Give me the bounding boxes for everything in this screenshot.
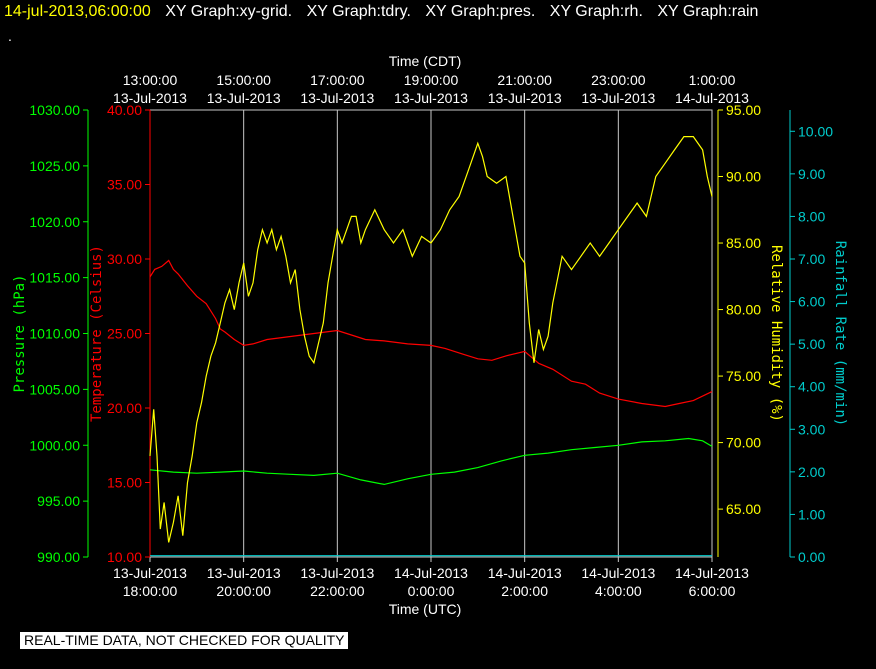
humidity-tick-label-6: 95.00 — [726, 102, 761, 118]
x-tick-label-top-date-0: 13-Jul-2013 — [113, 90, 187, 106]
rain-tick-label-9: 9.00 — [798, 166, 825, 182]
graph-label-pres: XY Graph:pres. — [425, 3, 536, 20]
rain-tick-label-1: 1.00 — [798, 506, 825, 522]
humidity-series-line — [149, 136, 713, 543]
quality-notice: REAL-TIME DATA, NOT CHECKED FOR QUALITY — [20, 632, 349, 649]
x-tick-label-bottom-date-3: 14-Jul-2013 — [394, 565, 468, 581]
rain-tick-label-2: 2.00 — [798, 464, 825, 480]
pressure-tick-label-0: 990.00 — [37, 549, 80, 565]
rain-tick-label-6: 6.00 — [798, 294, 825, 310]
rain-tick-label-7: 7.00 — [798, 251, 825, 267]
rain-tick-label-3: 3.00 — [798, 421, 825, 437]
x-tick-label-bottom-date-1: 13-Jul-2013 — [207, 565, 281, 581]
rain-axis-label: Rainfall Rate (mm/min) — [832, 241, 848, 426]
x-tick-label-top-time-2: 17:00:00 — [310, 72, 365, 88]
humidity-tick-label-1: 70.00 — [726, 435, 761, 451]
pressure-tick-label-5: 1015.00 — [29, 270, 80, 286]
timestamp: 14-jul-2013,06:00:00 — [4, 3, 151, 20]
x-tick-label-bottom-time-4: 2:00:00 — [501, 583, 548, 599]
dot-marker: . — [8, 28, 12, 44]
x-axis-label-top: Time (CDT) — [389, 53, 462, 69]
pressure-tick-label-2: 1000.00 — [29, 437, 80, 453]
x-tick-label-top-time-4: 21:00:00 — [497, 72, 552, 88]
x-tick-label-top-time-3: 19:00:00 — [404, 72, 459, 88]
x-tick-label-bottom-date-5: 14-Jul-2013 — [581, 565, 655, 581]
temperature-tick-label-6: 40.00 — [107, 102, 142, 118]
x-tick-label-bottom-time-0: 18:00:00 — [123, 583, 178, 599]
x-tick-label-top-time-5: 23:00:00 — [591, 72, 646, 88]
temperature-tick-label-5: 35.00 — [107, 177, 142, 193]
temperature-series-line — [149, 259, 713, 408]
x-tick-label-bottom-time-2: 22:00:00 — [310, 583, 365, 599]
humidity-tick-label-2: 75.00 — [726, 368, 761, 384]
pressure-series-line — [149, 437, 713, 486]
graph-label-rh: XY Graph:rh. — [549, 3, 643, 20]
humidity-tick-label-3: 80.00 — [726, 302, 761, 318]
pressure-tick-label-1: 995.00 — [37, 493, 80, 509]
pressure-tick-label-3: 1005.00 — [29, 381, 80, 397]
x-tick-label-bottom-time-6: 6:00:00 — [689, 583, 736, 599]
rain-tick-label-10: 10.00 — [798, 123, 833, 139]
temperature-tick-label-2: 20.00 — [107, 400, 142, 416]
temperature-axis-label: Temperature (Celsius) — [89, 245, 105, 422]
window-title: 14-jul-2013,06:00:00 XY Graph:xy-grid. X… — [4, 3, 758, 21]
x-tick-label-top-date-4: 13-Jul-2013 — [488, 90, 562, 106]
pressure-tick-label-6: 1020.00 — [29, 214, 80, 230]
humidity-tick-label-0: 65.00 — [726, 501, 761, 517]
x-tick-label-top-date-3: 13-Jul-2013 — [394, 90, 468, 106]
x-tick-label-bottom-date-4: 14-Jul-2013 — [488, 565, 562, 581]
rain-tick-label-0: 0.00 — [798, 549, 825, 565]
pressure-tick-label-8: 1030.00 — [29, 102, 80, 118]
rain-tick-label-5: 5.00 — [798, 336, 825, 352]
x-tick-label-top-time-1: 15:00:00 — [216, 72, 271, 88]
x-tick-label-bottom-time-1: 20:00:00 — [216, 583, 271, 599]
humidity-axis-label: Relative Humidity (%) — [768, 245, 784, 422]
graph-label-rain: XY Graph:rain — [657, 3, 759, 20]
x-tick-label-top-date-5: 13-Jul-2013 — [581, 90, 655, 106]
x-tick-label-bottom-date-0: 13-Jul-2013 — [113, 565, 187, 581]
graph-label-tdry: XY Graph:tdry. — [306, 3, 411, 20]
x-tick-label-bottom-date-6: 14-Jul-2013 — [675, 565, 749, 581]
pressure-tick-label-4: 1010.00 — [29, 326, 80, 342]
pressure-axis-label: Pressure (hPa) — [12, 274, 28, 392]
x-tick-label-bottom-date-2: 13-Jul-2013 — [300, 565, 374, 581]
x-axis-label-bottom: Time (UTC) — [389, 601, 462, 617]
x-tick-label-top-date-1: 13-Jul-2013 — [207, 90, 281, 106]
x-tick-label-top-date-6: 14-Jul-2013 — [675, 90, 749, 106]
rain-tick-label-8: 8.00 — [798, 208, 825, 224]
temperature-tick-label-4: 30.00 — [107, 251, 142, 267]
humidity-tick-label-5: 90.00 — [726, 169, 761, 185]
rain-tick-label-4: 4.00 — [798, 379, 825, 395]
temperature-tick-label-3: 25.00 — [107, 326, 142, 342]
x-tick-label-bottom-time-5: 4:00:00 — [595, 583, 642, 599]
graph-label-xy-grid: XY Graph:xy-grid. — [165, 3, 293, 20]
pressure-tick-label-7: 1025.00 — [29, 158, 80, 174]
humidity-tick-label-4: 85.00 — [726, 235, 761, 251]
temperature-tick-label-1: 15.00 — [107, 475, 142, 491]
x-tick-label-bottom-time-3: 0:00:00 — [408, 583, 455, 599]
x-tick-label-top-time-0: 13:00:00 — [123, 72, 178, 88]
x-tick-label-top-date-2: 13-Jul-2013 — [300, 90, 374, 106]
x-tick-label-top-time-6: 1:00:00 — [689, 72, 736, 88]
temperature-tick-label-0: 10.00 — [107, 549, 142, 565]
